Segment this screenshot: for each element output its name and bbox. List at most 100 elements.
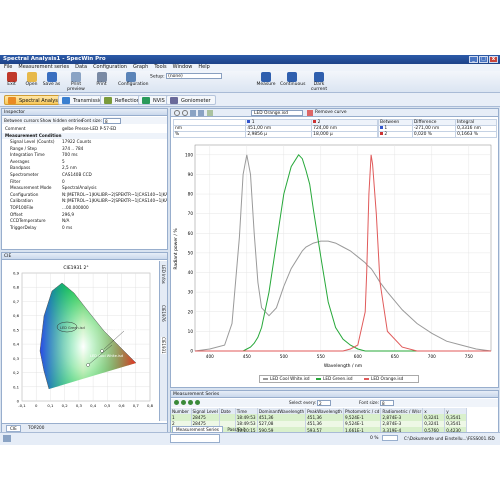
inspector-row[interactable]: Integration Time 700 ms — [2, 152, 167, 158]
x-tick-label: 600 — [354, 354, 362, 359]
menu-help[interactable]: Help — [198, 64, 210, 70]
menu-measurement-series[interactable]: Measurement series — [18, 64, 70, 70]
table-header[interactable]: Time — [235, 408, 258, 415]
measure-button[interactable]: Measure — [255, 72, 277, 92]
table-header[interactable]: y — [444, 408, 468, 415]
measurement-condition-group[interactable]: Measurement Condition — [2, 132, 167, 139]
inspector-row[interactable]: TriggerDelay 0 ms — [2, 225, 167, 231]
maximize-button[interactable]: □ — [479, 56, 488, 63]
menu-window[interactable]: Window — [172, 64, 193, 70]
menu-tools[interactable]: Tools — [154, 64, 167, 70]
tab-goniometer[interactable]: Goniometer — [166, 95, 216, 105]
table-header[interactable]: DominantWavelength — [257, 408, 307, 415]
open-button[interactable]: Open — [22, 72, 41, 92]
inspector-value: N/A — [62, 218, 70, 224]
dark-current-button[interactable]: Dark current — [307, 72, 331, 92]
configuration-button[interactable]: Configuration — [118, 72, 149, 92]
font-size-label: Font size: — [82, 118, 102, 123]
menu-graph[interactable]: Graph — [132, 64, 149, 70]
between-cursors-tab[interactable]: Between cursors — [4, 118, 39, 123]
series-font-size-select[interactable]: 8 — [380, 400, 394, 406]
inspector-row[interactable]: Measurement Mode SpectralAnalysis — [2, 185, 167, 191]
series-toolbar: Select every: 2 Font size: 8 — [171, 399, 498, 407]
cie-x-tick: 0,4 — [90, 403, 97, 408]
table-row[interactable]: 2 28475 18:49:53 527,08 451,36 9,524E-1 2,874E… — [171, 420, 468, 427]
inspector-key: TriggerDelay — [10, 224, 37, 230]
table-cell: 0,3541 — [444, 414, 468, 421]
select-every-label: Select every: — [289, 400, 317, 405]
continuous-button[interactable]: Continuous — [280, 72, 305, 92]
select-every-input[interactable]: 2 — [317, 400, 331, 406]
table-header[interactable]: Radiometric / W/sr — [380, 408, 424, 415]
table-row[interactable]: 1 28475 18:49:53 451,36 451,36 9,524E-1 2,874E… — [171, 414, 468, 421]
inspector-row[interactable]: Offset 296,9 — [2, 212, 167, 218]
export-icon[interactable] — [207, 110, 213, 116]
inspector-row[interactable]: Calibration N:|METROL~1|KALIBR~2|SPEKTR~1… — [2, 198, 167, 204]
table-header[interactable]: PeakWavelength — [305, 408, 344, 415]
prev-icon[interactable] — [181, 400, 186, 405]
inspector-row[interactable]: Filter 0 — [2, 179, 167, 185]
font-size-select[interactable]: 8 — [103, 117, 121, 124]
y-tick-label: 100 — [185, 152, 193, 157]
inspector-row[interactable]: TOP100File ...00.000000 — [2, 205, 167, 211]
menu-file[interactable]: File — [4, 64, 13, 70]
zoom-in-icon[interactable] — [174, 110, 180, 116]
menu-configuration[interactable]: Configuration — [93, 64, 127, 70]
table-header[interactable]: x — [422, 408, 446, 415]
tab-measurement-series[interactable]: Measurement Series — [172, 426, 223, 433]
last-icon[interactable] — [195, 400, 200, 405]
cie-y-tick: 0,9 — [13, 271, 20, 276]
menu-data[interactable]: Data — [75, 64, 88, 70]
series-line-0 — [194, 154, 492, 352]
minimize-button[interactable]: _ — [469, 56, 478, 63]
table-cell: 451,36 — [305, 414, 344, 421]
tab-led-infos[interactable]: LED Infos — [161, 265, 166, 284]
inspector-row[interactable]: CCDTemperature N/A — [2, 218, 167, 224]
next-icon[interactable] — [188, 400, 193, 405]
inspector-row[interactable]: Signal Level (Counts) 17922 Counts — [2, 139, 167, 145]
inspector-row[interactable]: Averages 5 — [2, 159, 167, 165]
first-icon[interactable] — [174, 400, 179, 405]
cie-label-white: LED Cool White.isd — [90, 354, 123, 358]
inspector-row[interactable]: Configuration N:|METROL~1|KALIBR~2|SPEKTR… — [2, 192, 167, 198]
inspector-row[interactable]: Spectrometer CAS140B CCD — [2, 172, 167, 178]
tab-cie1931[interactable]: CIE1931 — [161, 337, 166, 354]
legend-green: LED Green.isd — [316, 376, 353, 382]
cie-y-tick: 0,6 — [13, 313, 20, 318]
inspector-value: ...00.000000 — [62, 205, 89, 210]
print-preview-button[interactable]: Print preview — [64, 72, 88, 92]
tab-top200[interactable]: TOP200 — [28, 425, 45, 430]
nvis-icon — [142, 97, 150, 104]
y-tick-label: 50 — [188, 250, 194, 255]
pan-icon[interactable] — [190, 110, 196, 116]
table-cell: 2,874E-3 — [380, 414, 424, 421]
inspector-key: Integration Time — [10, 152, 45, 158]
inspector-row[interactable]: Range / Step 374 .. 784 — [2, 146, 167, 152]
inspector-title: Inspector — [2, 109, 167, 116]
cie-y-tick: 0 — [17, 399, 20, 404]
table-header[interactable]: Photometric / cd — [343, 408, 382, 415]
series-line-2 — [195, 154, 491, 352]
cursor-icon[interactable] — [198, 110, 204, 116]
tab-cie[interactable]: CIE — [6, 425, 21, 432]
table-header[interactable]: Date — [219, 408, 236, 415]
curve-select[interactable]: LED Orange.isd — [251, 110, 303, 116]
remove-curve-icon[interactable] — [307, 110, 313, 116]
setup-dropdown[interactable]: (none) — [166, 73, 223, 79]
print-button[interactable]: Print — [92, 72, 111, 92]
inspector-value: 0 — [62, 178, 65, 184]
cie-x-tick: 0,2 — [62, 403, 69, 408]
close-button[interactable]: x — [489, 56, 498, 63]
exit-button[interactable]: Exit — [2, 72, 21, 92]
remove-curve-button[interactable]: Remove curve — [315, 110, 347, 115]
tab-pass-fail[interactable]: Pass/Fail — [227, 427, 245, 432]
show-hidden-entries-tab[interactable]: Show hidden entries — [40, 118, 83, 123]
zoom-out-icon[interactable] — [182, 110, 188, 116]
inspector-row[interactable]: Bandpass 2,5 nm — [2, 165, 167, 171]
table-header[interactable]: Number — [171, 408, 192, 415]
table-header[interactable]: Signal Level — [191, 408, 220, 415]
y-tick-label: 30 — [188, 290, 194, 295]
save-as-button[interactable]: Save as — [42, 72, 61, 92]
table-cell: 1,661E-1 — [343, 426, 382, 432]
tab-cie1976[interactable]: CIE1976 — [161, 305, 166, 322]
